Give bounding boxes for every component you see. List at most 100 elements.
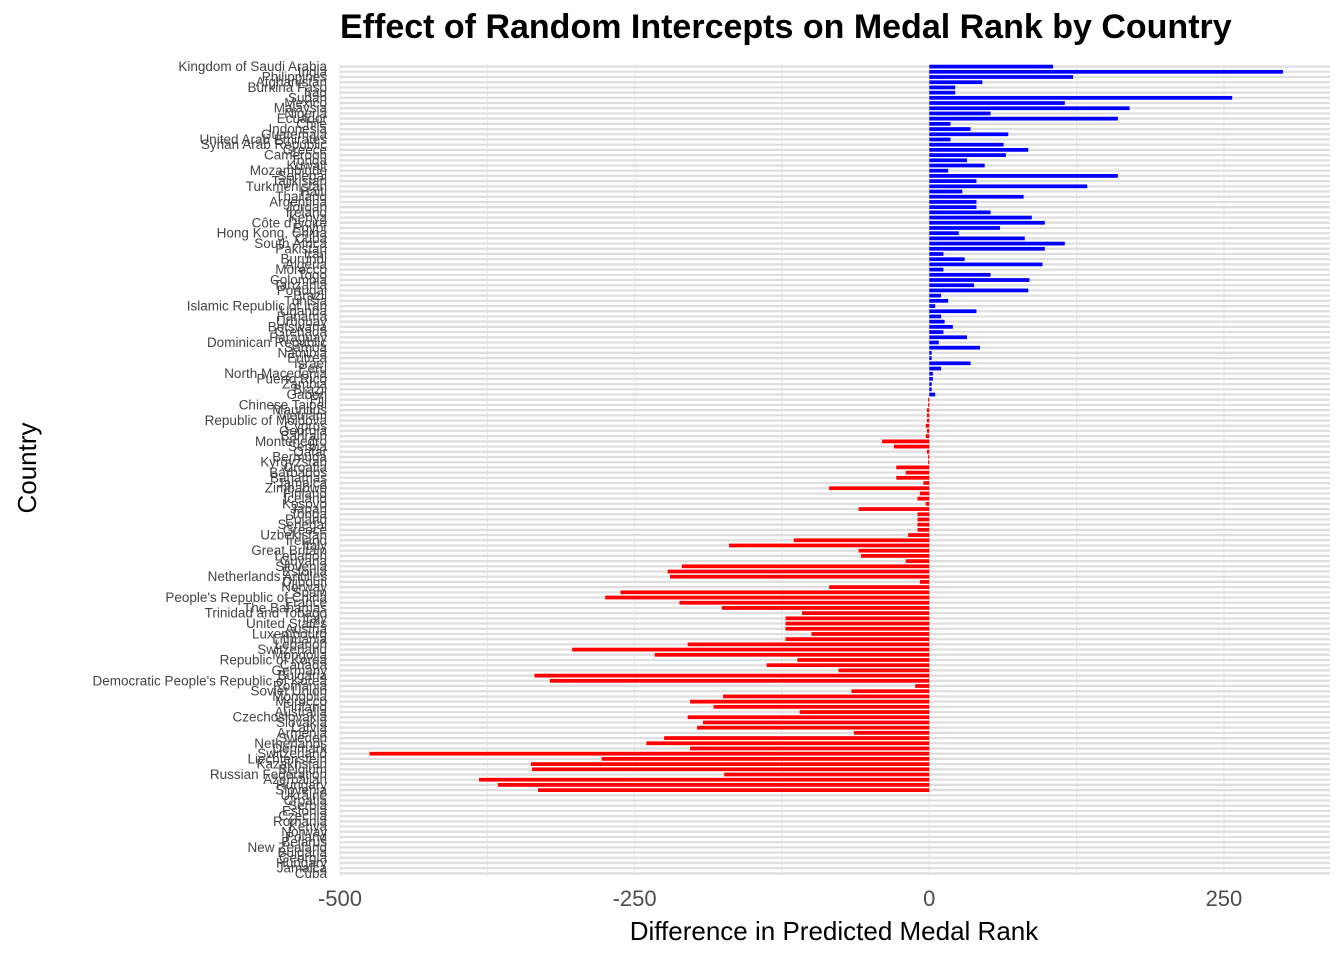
bar — [919, 491, 930, 496]
y-tick-label: Cyprus — [284, 418, 327, 433]
bar — [926, 418, 930, 423]
y-tick-label: Ukraine — [280, 788, 327, 803]
bar — [664, 736, 930, 740]
bar — [929, 335, 967, 340]
bar — [929, 194, 1024, 199]
y-tick-label: Puerto Rico — [256, 371, 327, 386]
bar — [923, 481, 930, 485]
y-tick-label: Cuba — [295, 866, 328, 881]
bar — [929, 205, 977, 210]
y-tick-label: Dominican Republic — [207, 335, 327, 350]
y-tick-label: Latvia — [291, 720, 328, 735]
bar — [929, 95, 1233, 100]
bar — [829, 486, 930, 491]
bar — [667, 569, 930, 574]
y-tick-label: Belgium — [278, 762, 327, 777]
bar — [929, 392, 936, 397]
bar — [917, 496, 930, 501]
bar — [646, 741, 930, 746]
y-tick-label: Georgia — [279, 423, 328, 438]
bar — [703, 720, 930, 725]
bar — [929, 127, 971, 131]
bar — [929, 241, 1065, 246]
y-tick-label: Namibia — [277, 345, 327, 360]
y-tick-label: Kenya — [289, 210, 328, 225]
bar — [929, 345, 980, 350]
bar — [929, 101, 1065, 105]
bar — [799, 710, 930, 714]
y-tick-label: Kyrgyzstan — [260, 455, 327, 470]
y-tick-label: Bahrain — [280, 429, 327, 444]
y-tick-label: Brazil — [293, 382, 327, 397]
y-tick-label: Great Britain — [251, 543, 327, 558]
bar — [929, 314, 942, 319]
y-tick-label: Slovenia — [275, 783, 327, 798]
y-tick-label: Guyana — [280, 554, 328, 569]
bar — [917, 517, 930, 522]
bar — [851, 689, 930, 694]
bar — [766, 663, 930, 668]
bar — [929, 64, 1054, 69]
y-tick-label: Mongolia — [272, 647, 327, 662]
bar — [917, 522, 930, 527]
y-tick-label: Finland — [283, 699, 327, 714]
bar — [929, 111, 991, 116]
bar — [681, 564, 930, 569]
y-tick-label: Israel — [294, 356, 327, 371]
bar — [929, 189, 963, 194]
bar — [929, 174, 1118, 178]
y-tick-label: People's Republic of China — [165, 590, 327, 605]
y-tick-label: Croatia — [283, 460, 327, 475]
bar — [785, 621, 930, 626]
bar — [929, 226, 1000, 230]
y-tick-label: Indonesia — [268, 122, 327, 137]
y-tick-label: Bermuda — [272, 449, 327, 464]
y-tick-label: Jamaica — [277, 476, 328, 491]
bar — [882, 439, 930, 444]
bar — [929, 200, 977, 204]
bar — [929, 168, 949, 173]
bar — [917, 527, 930, 532]
y-tick-label: India — [298, 64, 328, 79]
bar — [928, 455, 930, 459]
y-tick-label: Poland — [285, 829, 327, 844]
bar — [572, 647, 930, 652]
y-tick-label: Liechtenstein — [247, 751, 327, 766]
y-tick-label: Mozambique — [250, 163, 327, 178]
y-tick-label: Cuba — [295, 231, 328, 246]
y-tick-label: Algeria — [285, 257, 328, 272]
y-tick-label: Barbados — [269, 465, 327, 480]
bar — [929, 366, 942, 371]
bar — [928, 397, 930, 402]
bar — [724, 772, 930, 777]
y-tick-label: Kuwait — [286, 158, 327, 173]
y-tick-label: Djibouti — [282, 574, 327, 589]
y-tick-label: Serbia — [288, 439, 328, 454]
bar — [929, 361, 971, 366]
y-tick-label: Thailand — [275, 189, 327, 204]
y-tick-label: Hungary — [276, 855, 327, 870]
bar — [929, 356, 932, 360]
bar — [697, 725, 930, 730]
y-tick-label: Tajikistan — [271, 174, 327, 189]
bar — [690, 746, 930, 751]
bar — [479, 777, 930, 782]
y-tick-label: Bulgaria — [277, 845, 327, 860]
bar — [929, 252, 944, 256]
bar — [929, 137, 951, 142]
bar — [926, 429, 930, 433]
bar — [534, 673, 930, 678]
y-tick-label: Turkmenistan — [246, 179, 327, 194]
y-tick-label: Haiti — [300, 184, 327, 199]
bar — [929, 283, 975, 288]
y-tick-label: Democratic People's Republic of Korea — [93, 673, 328, 688]
bar — [929, 158, 967, 163]
y-tick-label: Iran — [304, 246, 327, 261]
y-tick-label: Trinidad and Tobago — [205, 606, 327, 621]
y-tick-label: Argentina — [269, 194, 327, 209]
bar — [929, 278, 1030, 282]
y-tick-label: Finland — [283, 486, 327, 501]
bar — [929, 262, 1043, 267]
y-tick-label: Denmark — [272, 741, 327, 756]
